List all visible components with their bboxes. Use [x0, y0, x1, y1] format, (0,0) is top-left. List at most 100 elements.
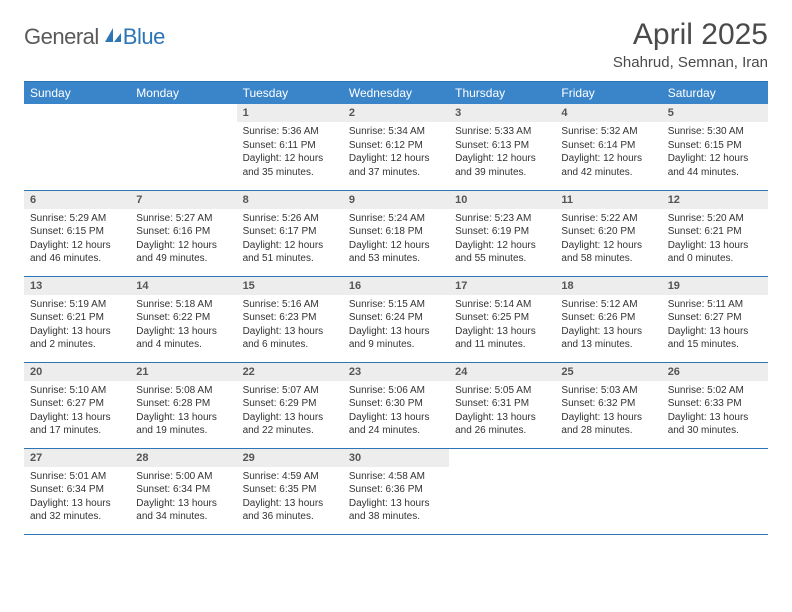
day-number: 10 — [449, 191, 555, 209]
day-number: 23 — [343, 363, 449, 381]
calendar-body: 1Sunrise: 5:36 AMSunset: 6:11 PMDaylight… — [24, 104, 768, 534]
day-number: 25 — [555, 363, 661, 381]
calendar-cell: 25Sunrise: 5:03 AMSunset: 6:32 PMDayligh… — [555, 362, 661, 448]
sail-icon — [103, 26, 123, 49]
calendar-cell: 23Sunrise: 5:06 AMSunset: 6:30 PMDayligh… — [343, 362, 449, 448]
calendar-cell: 21Sunrise: 5:08 AMSunset: 6:28 PMDayligh… — [130, 362, 236, 448]
logo: General Blue — [24, 24, 165, 50]
calendar-cell: 12Sunrise: 5:20 AMSunset: 6:21 PMDayligh… — [662, 190, 768, 276]
day-number: 5 — [662, 104, 768, 122]
day-number: 30 — [343, 449, 449, 467]
logo-text-general: General — [24, 24, 99, 50]
day-number: 21 — [130, 363, 236, 381]
calendar-cell: 6Sunrise: 5:29 AMSunset: 6:15 PMDaylight… — [24, 190, 130, 276]
calendar-cell: 13Sunrise: 5:19 AMSunset: 6:21 PMDayligh… — [24, 276, 130, 362]
day-body: Sunrise: 5:10 AMSunset: 6:27 PMDaylight:… — [24, 381, 130, 442]
calendar-cell: 3Sunrise: 5:33 AMSunset: 6:13 PMDaylight… — [449, 104, 555, 190]
day-number: 27 — [24, 449, 130, 467]
calendar-cell: 5Sunrise: 5:30 AMSunset: 6:15 PMDaylight… — [662, 104, 768, 190]
calendar-cell: 7Sunrise: 5:27 AMSunset: 6:16 PMDaylight… — [130, 190, 236, 276]
calendar-row: 1Sunrise: 5:36 AMSunset: 6:11 PMDaylight… — [24, 104, 768, 190]
day-body: Sunrise: 5:23 AMSunset: 6:19 PMDaylight:… — [449, 209, 555, 270]
day-body: Sunrise: 5:33 AMSunset: 6:13 PMDaylight:… — [449, 122, 555, 183]
calendar-cell: 9Sunrise: 5:24 AMSunset: 6:18 PMDaylight… — [343, 190, 449, 276]
day-body: Sunrise: 5:08 AMSunset: 6:28 PMDaylight:… — [130, 381, 236, 442]
calendar-row: 27Sunrise: 5:01 AMSunset: 6:34 PMDayligh… — [24, 448, 768, 534]
day-number: 26 — [662, 363, 768, 381]
day-number: 15 — [237, 277, 343, 295]
weekday-header: Monday — [130, 82, 236, 105]
weekday-header: Friday — [555, 82, 661, 105]
calendar-cell — [662, 448, 768, 534]
day-body: Sunrise: 5:16 AMSunset: 6:23 PMDaylight:… — [237, 295, 343, 356]
calendar-cell: 8Sunrise: 5:26 AMSunset: 6:17 PMDaylight… — [237, 190, 343, 276]
calendar-cell: 14Sunrise: 5:18 AMSunset: 6:22 PMDayligh… — [130, 276, 236, 362]
day-body: Sunrise: 5:19 AMSunset: 6:21 PMDaylight:… — [24, 295, 130, 356]
calendar-cell: 2Sunrise: 5:34 AMSunset: 6:12 PMDaylight… — [343, 104, 449, 190]
location: Shahrud, Semnan, Iran — [613, 54, 768, 71]
day-body: Sunrise: 5:32 AMSunset: 6:14 PMDaylight:… — [555, 122, 661, 183]
weekday-header: Tuesday — [237, 82, 343, 105]
day-number: 18 — [555, 277, 661, 295]
calendar-cell: 22Sunrise: 5:07 AMSunset: 6:29 PMDayligh… — [237, 362, 343, 448]
day-body: Sunrise: 5:29 AMSunset: 6:15 PMDaylight:… — [24, 209, 130, 270]
day-body: Sunrise: 5:27 AMSunset: 6:16 PMDaylight:… — [130, 209, 236, 270]
header: General Blue April 2025 Shahrud, Semnan,… — [24, 18, 768, 71]
day-body: Sunrise: 5:26 AMSunset: 6:17 PMDaylight:… — [237, 209, 343, 270]
calendar-cell: 24Sunrise: 5:05 AMSunset: 6:31 PMDayligh… — [449, 362, 555, 448]
day-number: 14 — [130, 277, 236, 295]
day-body: Sunrise: 5:07 AMSunset: 6:29 PMDaylight:… — [237, 381, 343, 442]
weekday-header: Thursday — [449, 82, 555, 105]
calendar-cell: 10Sunrise: 5:23 AMSunset: 6:19 PMDayligh… — [449, 190, 555, 276]
calendar-cell — [24, 104, 130, 190]
weekday-header: Saturday — [662, 82, 768, 105]
day-body: Sunrise: 5:34 AMSunset: 6:12 PMDaylight:… — [343, 122, 449, 183]
day-number: 4 — [555, 104, 661, 122]
day-number: 24 — [449, 363, 555, 381]
calendar-cell: 19Sunrise: 5:11 AMSunset: 6:27 PMDayligh… — [662, 276, 768, 362]
calendar-cell: 16Sunrise: 5:15 AMSunset: 6:24 PMDayligh… — [343, 276, 449, 362]
day-body: Sunrise: 4:59 AMSunset: 6:35 PMDaylight:… — [237, 467, 343, 528]
day-number: 13 — [24, 277, 130, 295]
day-number: 2 — [343, 104, 449, 122]
title-block: April 2025 Shahrud, Semnan, Iran — [613, 18, 768, 71]
day-number: 6 — [24, 191, 130, 209]
day-number: 29 — [237, 449, 343, 467]
day-body: Sunrise: 5:05 AMSunset: 6:31 PMDaylight:… — [449, 381, 555, 442]
day-number: 3 — [449, 104, 555, 122]
calendar-cell: 26Sunrise: 5:02 AMSunset: 6:33 PMDayligh… — [662, 362, 768, 448]
weekday-header: Sunday — [24, 82, 130, 105]
day-number: 12 — [662, 191, 768, 209]
calendar-row: 6Sunrise: 5:29 AMSunset: 6:15 PMDaylight… — [24, 190, 768, 276]
calendar-table: SundayMondayTuesdayWednesdayThursdayFrid… — [24, 81, 768, 535]
calendar-cell: 18Sunrise: 5:12 AMSunset: 6:26 PMDayligh… — [555, 276, 661, 362]
month-title: April 2025 — [613, 18, 768, 52]
day-number: 7 — [130, 191, 236, 209]
page: General Blue April 2025 Shahrud, Semnan,… — [0, 0, 792, 553]
day-body: Sunrise: 5:12 AMSunset: 6:26 PMDaylight:… — [555, 295, 661, 356]
day-body: Sunrise: 5:15 AMSunset: 6:24 PMDaylight:… — [343, 295, 449, 356]
day-body: Sunrise: 5:06 AMSunset: 6:30 PMDaylight:… — [343, 381, 449, 442]
day-number: 20 — [24, 363, 130, 381]
calendar-cell — [449, 448, 555, 534]
day-body: Sunrise: 5:20 AMSunset: 6:21 PMDaylight:… — [662, 209, 768, 270]
day-body: Sunrise: 5:36 AMSunset: 6:11 PMDaylight:… — [237, 122, 343, 183]
day-body: Sunrise: 5:14 AMSunset: 6:25 PMDaylight:… — [449, 295, 555, 356]
calendar-cell: 11Sunrise: 5:22 AMSunset: 6:20 PMDayligh… — [555, 190, 661, 276]
calendar-row: 13Sunrise: 5:19 AMSunset: 6:21 PMDayligh… — [24, 276, 768, 362]
calendar-row: 20Sunrise: 5:10 AMSunset: 6:27 PMDayligh… — [24, 362, 768, 448]
weekday-row: SundayMondayTuesdayWednesdayThursdayFrid… — [24, 82, 768, 105]
day-body: Sunrise: 4:58 AMSunset: 6:36 PMDaylight:… — [343, 467, 449, 528]
calendar-cell: 29Sunrise: 4:59 AMSunset: 6:35 PMDayligh… — [237, 448, 343, 534]
calendar-cell: 15Sunrise: 5:16 AMSunset: 6:23 PMDayligh… — [237, 276, 343, 362]
calendar-cell: 17Sunrise: 5:14 AMSunset: 6:25 PMDayligh… — [449, 276, 555, 362]
calendar-cell: 20Sunrise: 5:10 AMSunset: 6:27 PMDayligh… — [24, 362, 130, 448]
day-number: 17 — [449, 277, 555, 295]
day-number: 28 — [130, 449, 236, 467]
day-number: 16 — [343, 277, 449, 295]
day-number: 11 — [555, 191, 661, 209]
day-body: Sunrise: 5:11 AMSunset: 6:27 PMDaylight:… — [662, 295, 768, 356]
day-body: Sunrise: 5:24 AMSunset: 6:18 PMDaylight:… — [343, 209, 449, 270]
logo-text-blue: Blue — [123, 24, 165, 50]
calendar-cell: 28Sunrise: 5:00 AMSunset: 6:34 PMDayligh… — [130, 448, 236, 534]
